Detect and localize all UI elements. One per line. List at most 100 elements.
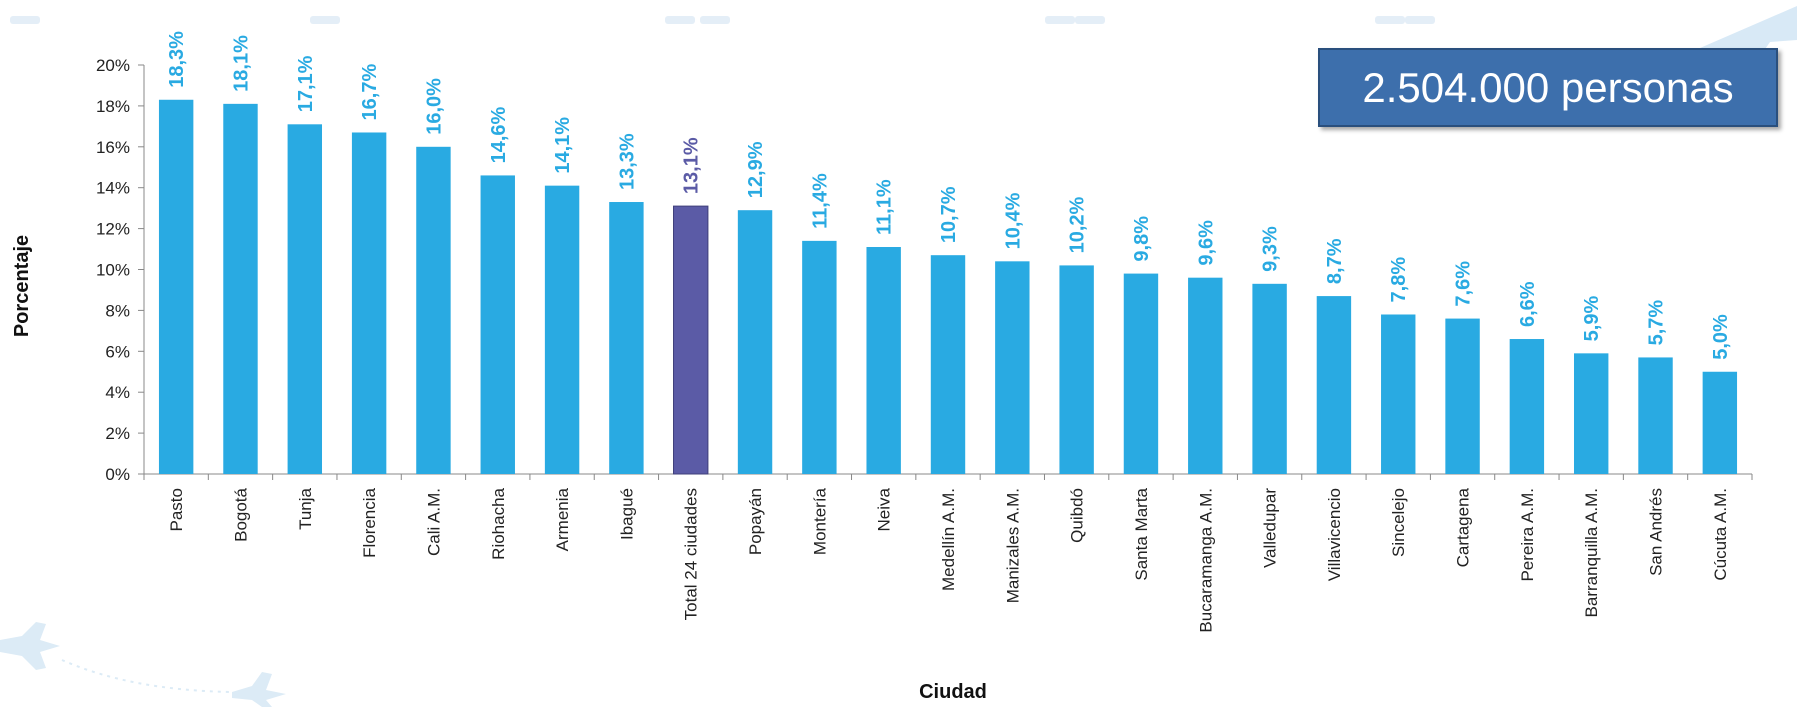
category-label: Pereira A.M. xyxy=(1518,488,1537,582)
bar xyxy=(866,247,901,474)
value-label: 11,1% xyxy=(874,179,896,235)
bar xyxy=(1188,277,1223,474)
category-label: Florencia xyxy=(360,487,379,557)
bar xyxy=(351,132,387,475)
value-label: 13,1% xyxy=(681,137,703,194)
value-label: 9,3% xyxy=(1260,226,1282,272)
bar xyxy=(930,255,966,474)
bar xyxy=(1573,353,1609,474)
category-label: Cali A.M. xyxy=(424,488,443,556)
category-label: Ibagué xyxy=(617,488,636,540)
value-label: 11,4% xyxy=(809,173,831,229)
y-tick-label: 12% xyxy=(96,220,130,239)
category-label: Cartagena xyxy=(1454,487,1473,567)
background-decoration xyxy=(0,6,1797,707)
bar xyxy=(287,124,323,475)
flight-path xyxy=(61,659,231,693)
y-tick-label: 10% xyxy=(96,261,130,280)
category-label: Barranquilla A.M. xyxy=(1582,488,1601,617)
value-label: 10,4% xyxy=(1002,192,1024,249)
plane-icon xyxy=(232,672,286,707)
plane-icon xyxy=(0,622,60,670)
value-label: 13,3% xyxy=(616,133,638,190)
value-label: 14,1% xyxy=(552,117,574,174)
bars xyxy=(158,99,1738,475)
value-label: 14,6% xyxy=(488,107,510,164)
category-label: Sincelejo xyxy=(1389,488,1408,557)
value-label: 16,0% xyxy=(423,78,445,135)
axes: 0% 2% 4% 6% 8% 10% 12% 14% 16% 18% 20% xyxy=(96,56,1753,484)
y-tick-label: 20% xyxy=(96,56,130,75)
category-label: Armenia xyxy=(553,487,572,551)
decor-dash xyxy=(310,16,340,24)
bar xyxy=(158,99,194,474)
bar xyxy=(609,202,644,474)
y-tick-label: 6% xyxy=(105,342,130,361)
category-label: Total 24 ciudades xyxy=(682,488,701,620)
y-tick-label: 2% xyxy=(105,424,130,443)
y-axis-title: Porcentaje xyxy=(11,235,33,337)
bar xyxy=(1381,314,1416,474)
bar xyxy=(1445,318,1480,474)
bar xyxy=(1123,273,1159,474)
bar xyxy=(995,261,1030,474)
decor-dash xyxy=(1075,16,1105,24)
y-tick-label: 4% xyxy=(105,383,130,402)
category-label: Quibdó xyxy=(1068,488,1087,543)
y-tick-label: 16% xyxy=(96,138,130,157)
value-label: 5,0% xyxy=(1710,314,1732,360)
decor-dash xyxy=(1045,16,1075,24)
value-label: 9,8% xyxy=(1131,216,1153,262)
value-label: 10,7% xyxy=(938,186,960,243)
total-persons-callout: 2.504.000 personas xyxy=(1318,48,1778,127)
value-label: 18,1% xyxy=(230,35,252,92)
value-label: 7,8% xyxy=(1388,257,1410,303)
decor-dash xyxy=(1375,16,1405,24)
plane-icon xyxy=(1700,6,1797,80)
category-label: Riohacha xyxy=(489,487,508,559)
y-tick-label: 14% xyxy=(96,179,130,198)
category-label: Pasto xyxy=(167,488,186,531)
bar xyxy=(544,185,580,474)
decor-dash xyxy=(1405,16,1435,24)
bar xyxy=(1638,357,1673,474)
category-label: Bucaramanga A.M. xyxy=(1196,488,1215,633)
value-label: 12,9% xyxy=(745,141,767,198)
bar xyxy=(480,175,515,474)
value-label: 9,6% xyxy=(1195,220,1217,266)
value-labels: 18,3% 18,1% 17,1% 16,7% 16,0% 14,6% 14,1% 13,3%… xyxy=(166,31,1732,360)
decor-dash xyxy=(700,16,730,24)
value-label: 17,1% xyxy=(295,55,317,112)
bar xyxy=(673,205,709,475)
category-label: Tunja xyxy=(296,487,315,529)
bar xyxy=(223,103,258,474)
bar xyxy=(1702,371,1738,474)
category-label: Popayán xyxy=(746,488,765,555)
value-label: 5,9% xyxy=(1581,296,1603,342)
category-label: Neiva xyxy=(875,487,894,531)
bar xyxy=(1252,283,1287,474)
decor-dash xyxy=(10,16,40,24)
category-label: Cúcuta A.M. xyxy=(1711,488,1730,581)
value-label: 18,3% xyxy=(166,31,188,88)
bar xyxy=(416,146,451,475)
category-label: Bogotá xyxy=(231,487,250,541)
x-axis-title: Ciudad xyxy=(919,681,987,703)
category-label: Medellín A.M. xyxy=(939,488,958,591)
bar xyxy=(802,240,837,474)
bar xyxy=(737,210,773,474)
category-label: San Andrés xyxy=(1647,488,1666,576)
category-label: Manizales A.M. xyxy=(1003,488,1022,603)
bar xyxy=(1059,265,1094,474)
value-label: 7,6% xyxy=(1453,261,1475,307)
value-label: 10,2% xyxy=(1067,196,1089,253)
y-tick-label: 18% xyxy=(96,97,130,116)
y-tick-label: 0% xyxy=(105,465,130,484)
category-label: Montería xyxy=(810,487,829,555)
bar xyxy=(1316,296,1352,474)
category-labels: Pasto Bogotá Tunja Florencia Cali A.M. Riohac… xyxy=(167,487,1730,632)
value-label: 6,6% xyxy=(1517,281,1539,327)
value-label: 8,7% xyxy=(1324,238,1346,284)
bar xyxy=(1509,339,1545,474)
